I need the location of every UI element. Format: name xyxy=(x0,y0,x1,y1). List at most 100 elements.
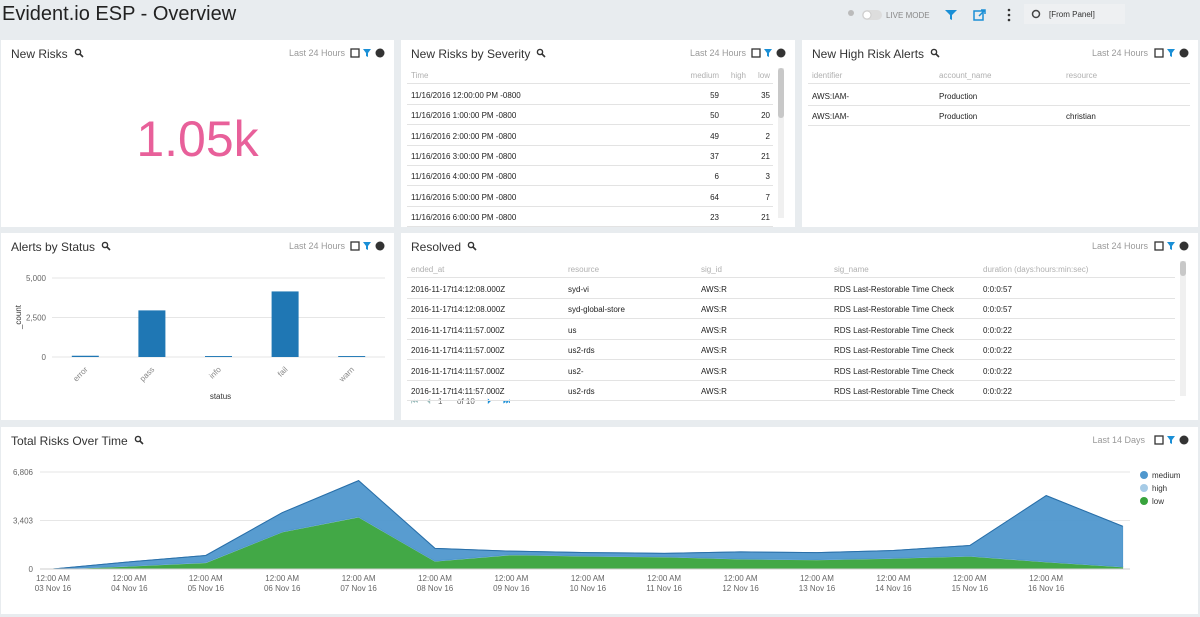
page-number[interactable]: 1 xyxy=(438,397,443,406)
panel-title: Total Risks Over Time xyxy=(11,434,144,448)
table-cell: AWS:IAM- xyxy=(812,112,850,122)
info-icon xyxy=(1179,435,1189,445)
table-cell: 11/16/2016 6:00:00 PM -0800 xyxy=(411,212,517,222)
table-cell: 35 xyxy=(761,91,770,100)
table-cell: 37 xyxy=(710,151,719,161)
scrollbar[interactable] xyxy=(1180,261,1186,396)
table-cell: RDS Last-Restorable Time Check xyxy=(834,305,955,315)
search-icon[interactable] xyxy=(930,48,940,58)
column-header: low xyxy=(757,71,770,80)
table-cell: 50 xyxy=(710,111,719,121)
open-icon xyxy=(350,241,360,251)
info-icon xyxy=(776,48,786,58)
table-cell: AWS:R xyxy=(701,346,727,356)
gear-icon xyxy=(1031,9,1041,19)
time-range: Last 24 Hours xyxy=(689,48,746,58)
search-icon[interactable] xyxy=(101,241,111,251)
panel-title: New Risks by Severity xyxy=(411,47,546,61)
panel-actions[interactable] xyxy=(1154,434,1190,446)
title-text: Total Risks Over Time xyxy=(11,434,128,448)
table-cell: 20 xyxy=(761,111,770,121)
header-rule xyxy=(407,277,1175,278)
table-cell: 59 xyxy=(710,91,719,100)
table-cell: 0:0:0:57 xyxy=(983,305,1012,315)
title-text: Resolved xyxy=(411,240,462,254)
search-icon[interactable] xyxy=(536,48,546,58)
share-button[interactable] xyxy=(973,8,987,22)
filter-icon xyxy=(1167,436,1175,444)
next-page[interactable]: ⏵ xyxy=(487,397,491,406)
header-rule xyxy=(808,83,1190,84)
live-mode-toggle[interactable] xyxy=(845,8,885,22)
panel-actions[interactable] xyxy=(1154,240,1190,252)
first-page[interactable]: ⏮ xyxy=(411,397,419,406)
column-header: resource xyxy=(1066,71,1098,80)
lens xyxy=(101,241,109,249)
column-header: high xyxy=(730,71,746,80)
row-rule xyxy=(407,379,1175,381)
prev-page[interactable]: ⏴ xyxy=(427,397,431,406)
table-cell: 11/16/2016 5:00:00 PM -0800 xyxy=(411,192,517,202)
table-cell: 64 xyxy=(710,192,719,202)
search-icon[interactable] xyxy=(134,435,144,445)
row-rule xyxy=(407,400,1175,401)
table-cell: 11/16/2016 1:00:00 PM -0800 xyxy=(411,111,517,121)
time-range: Last 24 Hours xyxy=(1091,241,1148,251)
scrollbar[interactable] xyxy=(778,68,784,218)
filter-icon xyxy=(945,10,957,20)
filter-icon xyxy=(1167,49,1175,57)
last-page[interactable]: ⏭ xyxy=(503,397,511,406)
time-range: Last 24 Hours xyxy=(288,48,345,58)
dot xyxy=(1007,8,1011,12)
share-arrow xyxy=(978,9,986,17)
row-rule xyxy=(808,125,1190,127)
column-header: medium xyxy=(690,71,719,80)
panel-filter[interactable]: [From Panel] xyxy=(1024,4,1125,24)
row-rule xyxy=(407,205,773,207)
time-range: Last 14 Days xyxy=(1092,435,1145,445)
table-cell: 0:0:0:22 xyxy=(983,325,1012,335)
more-button[interactable] xyxy=(1005,8,1013,22)
live-mode-label[interactable]: LIVE MODE xyxy=(886,11,930,20)
open-icon xyxy=(751,48,761,58)
search-icon[interactable] xyxy=(74,48,84,58)
table-cell: us2-rds xyxy=(568,387,595,396)
table-cell: 0:0:0:57 xyxy=(983,285,1012,294)
panel-actions[interactable] xyxy=(350,240,386,252)
title-text: Alerts by Status xyxy=(11,240,96,254)
table-cell: AWS:R xyxy=(701,387,727,396)
row-rule xyxy=(407,298,1175,299)
column-header: identifier xyxy=(812,71,843,80)
row-rule xyxy=(808,105,1190,106)
time-range: Last 24 Hours xyxy=(288,241,345,251)
table-cell: 0:0:0:22 xyxy=(983,366,1012,376)
handle xyxy=(472,246,477,251)
row-rule xyxy=(407,185,773,187)
open-icon xyxy=(1154,48,1164,58)
lens xyxy=(134,435,142,443)
column-header: Time xyxy=(411,71,429,80)
table-cell: 49 xyxy=(710,131,719,141)
panel-actions[interactable] xyxy=(1154,47,1190,59)
toggle-knob xyxy=(862,10,872,20)
title-text: New High Risk Alerts xyxy=(812,47,925,61)
table-cell: RDS Last-Restorable Time Check xyxy=(834,285,955,294)
scroll-thumb xyxy=(1180,261,1186,276)
search-icon[interactable] xyxy=(467,241,477,251)
alerts-status-panel: Alerts by Status Last 24 Hours xyxy=(1,233,394,420)
table-cell: syd-global-store xyxy=(568,305,625,315)
table-cell: 21 xyxy=(761,212,770,222)
table-cell: AWS:R xyxy=(701,285,727,294)
open-icon xyxy=(1154,241,1164,251)
panel-actions[interactable] xyxy=(350,47,386,59)
title-text: New Risks xyxy=(11,47,68,61)
table-cell: us xyxy=(568,325,577,335)
dot xyxy=(1007,18,1011,22)
user-icon xyxy=(848,10,854,16)
panel-actions[interactable] xyxy=(751,47,787,59)
panel-title: New Risks xyxy=(11,47,84,61)
lens xyxy=(930,48,938,56)
filter-button[interactable] xyxy=(944,8,958,22)
table-cell: 7 xyxy=(765,192,770,202)
